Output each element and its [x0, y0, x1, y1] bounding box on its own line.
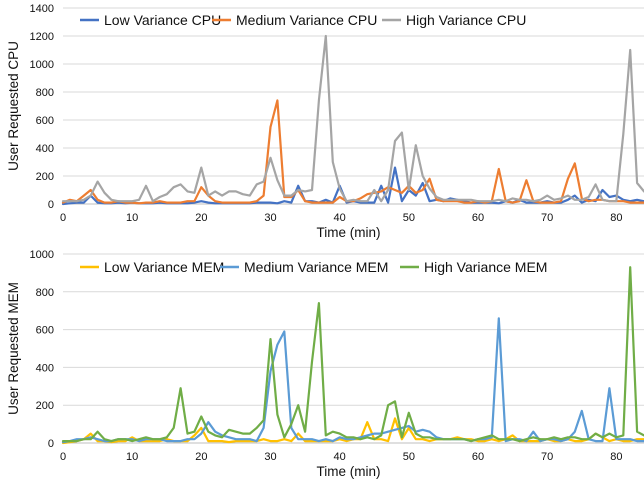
mem-y-tick-label: 600 [36, 325, 54, 337]
mem-x-tick-label: 70 [541, 451, 553, 463]
cpu-x-tick-label: 30 [264, 212, 276, 224]
cpu-x-tick-label: 0 [60, 212, 66, 224]
cpu-legend-label-low: Low Variance CPU [104, 12, 221, 28]
mem-y-axis-label: User Requested MEM [6, 282, 21, 415]
mem-series-medium-line [61, 317, 644, 444]
cpu-y-axis-label: User Requested CPU [6, 41, 21, 171]
cpu-legend-label-high: High Variance CPU [406, 12, 526, 28]
cpu-x-axis-label: Time (min) [317, 225, 381, 240]
mem-x-tick-label: 0 [60, 451, 66, 463]
mem-x-tick-label: 10 [126, 451, 138, 463]
cpu-chart: 0 200 400 600 800 1000 1200 1400 0 10 20 30 40 50 60 70… [6, 3, 644, 240]
cpu-legend-label-medium: Medium Variance CPU [236, 12, 377, 28]
cpu-y-tick-label: 200 [36, 171, 54, 183]
cpu-x-tick-label: 70 [541, 212, 553, 224]
mem-x-tick-label: 80 [610, 451, 622, 463]
mem-y-tick-label: 400 [36, 362, 54, 374]
mem-x-tick-label: 30 [264, 451, 276, 463]
mem-x-tick-label: 20 [195, 451, 207, 463]
mem-y-tick-label: 200 [36, 400, 54, 412]
mem-x-tick-label: 60 [472, 451, 484, 463]
mem-series-high-line [61, 266, 644, 443]
mem-x-axis-label: Time (min) [317, 464, 381, 479]
mem-legend-label-high: High Variance MEM [424, 259, 547, 275]
mem-y-tick-label: 1000 [30, 249, 54, 261]
mem-legend-label-low: Low Variance MEM [104, 259, 224, 275]
mem-legend-label-medium: Medium Variance MEM [244, 259, 388, 275]
cpu-x-tick-label: 60 [472, 212, 484, 224]
cpu-y-tick-label: 400 [36, 143, 54, 155]
mem-chart: 0 200 400 600 800 1000 0 10 20 30 40 50 60 70 80 Time (… [6, 249, 644, 479]
cpu-y-tick-label: 600 [36, 115, 54, 127]
mem-x-tick-label: 50 [403, 451, 415, 463]
cpu-x-tick-label: 20 [195, 212, 207, 224]
mem-y-tick-label: 800 [36, 287, 54, 299]
cpu-y-tick-label: 1200 [30, 31, 54, 43]
cpu-y-tick-label: 1400 [30, 3, 54, 15]
mem-y-tick-label: 0 [48, 438, 54, 450]
cpu-series-medium-line [61, 99, 644, 205]
cpu-x-tick-label: 10 [126, 212, 138, 224]
mem-x-tick-label: 40 [334, 451, 346, 463]
cpu-y-tick-label: 1000 [30, 59, 54, 71]
cpu-x-tick-label: 50 [403, 212, 415, 224]
cpu-series-high-line [61, 34, 644, 203]
cpu-y-tick-label: 800 [36, 87, 54, 99]
cpu-y-tick-label: 0 [48, 199, 54, 211]
cpu-x-tick-label: 40 [334, 212, 346, 224]
cpu-x-tick-label: 80 [610, 212, 622, 224]
